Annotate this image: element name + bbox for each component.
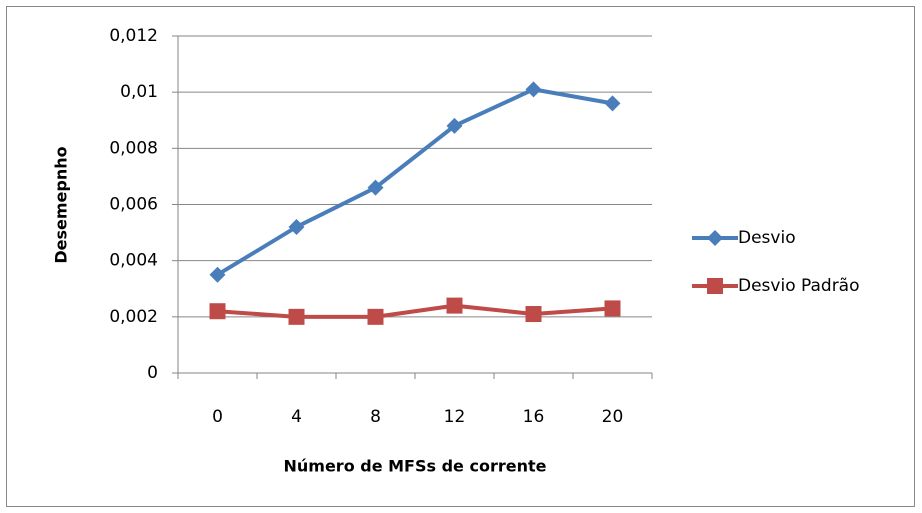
x-tick-label: 4	[291, 407, 302, 427]
x-tick-label: 20	[602, 407, 624, 427]
y-tick-label: 0,012	[109, 26, 158, 46]
chart-border	[6, 6, 915, 507]
y-axis-title: Desemepnho	[52, 146, 71, 263]
data-point	[604, 95, 621, 112]
legend-marker	[707, 230, 723, 246]
x-tick-label: 12	[444, 407, 466, 427]
x-tick-label: 16	[523, 407, 545, 427]
data-point	[446, 297, 463, 314]
legend-label: Desvio Padrão	[738, 276, 860, 296]
series-line	[217, 303, 613, 319]
data-point	[288, 218, 305, 235]
y-tick-label: 0,01	[120, 82, 158, 102]
data-point	[209, 266, 226, 283]
data-point	[525, 81, 542, 98]
y-tick-label: 0,008	[109, 138, 158, 158]
data-point	[604, 300, 621, 317]
data-point	[209, 303, 226, 320]
data-point	[525, 306, 542, 323]
y-tick-label: 0,004	[109, 251, 158, 271]
data-point	[367, 179, 384, 196]
x-tick-label: 8	[370, 407, 381, 427]
data-point	[288, 308, 305, 325]
series-line	[216, 87, 613, 277]
legend-label: Desvio	[738, 228, 796, 248]
y-tick-label: 0,006	[109, 195, 158, 215]
y-tick-label: 0	[147, 363, 158, 383]
data-point	[367, 308, 384, 325]
x-axis-title: Número de MFSs de corrente	[284, 457, 547, 476]
y-tick-label: 0,002	[109, 307, 158, 327]
data-point	[446, 117, 463, 134]
x-tick-label: 0	[212, 407, 223, 427]
legend-marker	[707, 278, 723, 294]
